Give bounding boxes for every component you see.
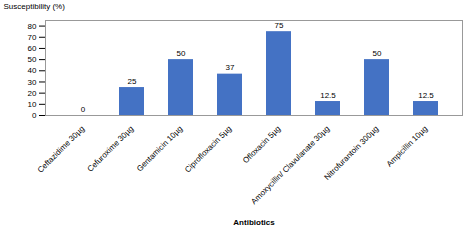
svg-text:20: 20: [28, 89, 37, 98]
svg-text:25: 25: [128, 77, 137, 86]
svg-text:Gentamicin 10µg: Gentamicin 10µg: [135, 124, 184, 173]
svg-text:0: 0: [32, 111, 37, 120]
svg-text:12.5: 12.5: [320, 91, 336, 100]
svg-text:50: 50: [177, 49, 186, 58]
svg-text:Ofloxacin 5µg: Ofloxacin 5µg: [241, 124, 282, 165]
svg-text:Ceftazidime 30µg: Ceftazidime 30µg: [36, 124, 87, 175]
svg-text:Nitrofurantoin 300µg: Nitrofurantoin 300µg: [322, 124, 380, 182]
svg-text:12.5: 12.5: [418, 91, 434, 100]
svg-text:Cefuroxime 30µg: Cefuroxime 30µg: [86, 124, 136, 174]
svg-text:37: 37: [226, 63, 235, 72]
svg-text:Ampicillin 10µg: Ampicillin 10µg: [385, 124, 430, 169]
svg-text:40: 40: [28, 66, 37, 75]
svg-text:70: 70: [28, 33, 37, 42]
svg-text:75: 75: [275, 21, 284, 30]
svg-text:10: 10: [28, 100, 37, 109]
svg-text:Antibiotics: Antibiotics: [233, 218, 275, 227]
svg-text:50: 50: [28, 55, 37, 64]
svg-text:60: 60: [28, 44, 37, 53]
svg-text:Ciprofloxacin 5µg: Ciprofloxacin 5µg: [183, 124, 233, 174]
svg-text:50: 50: [373, 49, 382, 58]
svg-text:Susceptibility (%): Susceptibility (%): [4, 2, 66, 11]
svg-text:0: 0: [81, 105, 86, 114]
svg-text:Amoxycillin/ Clavulanate 30µg: Amoxycillin/ Clavulanate 30µg: [249, 124, 331, 206]
svg-text:80: 80: [28, 22, 37, 31]
svg-text:30: 30: [28, 78, 37, 87]
